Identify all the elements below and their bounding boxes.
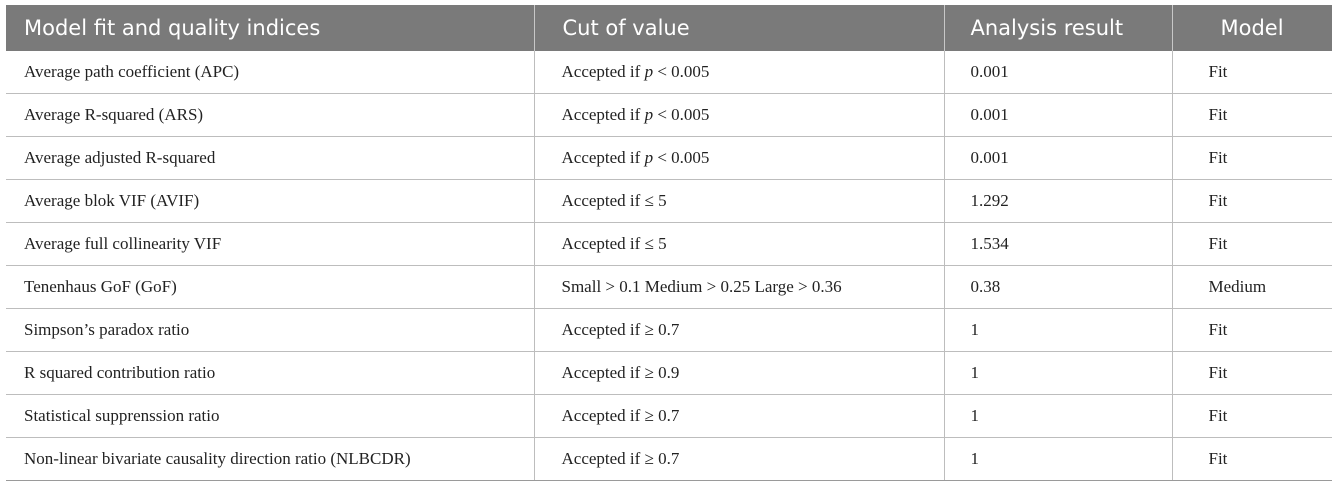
index-cell: Average path coefficient (APC) [6, 51, 535, 94]
result-cell: 0.38 [944, 265, 1173, 309]
cutoff-cell: Accepted if ≤ 5 [534, 179, 945, 223]
table-row: Average R-squared (ARS) Accepted if p < … [6, 93, 1332, 137]
cutoff-cell: Accepted if p < 0.005 [534, 93, 945, 137]
result-cell: 0.001 [944, 51, 1173, 94]
cutoff-cell: Accepted if p < 0.005 [534, 51, 945, 94]
table-body: Average path coefficient (APC) Accepted … [6, 51, 1332, 481]
table-row: Average full collinearity VIF Accepted i… [6, 222, 1332, 266]
header-cut-off: Cut of value [534, 5, 945, 51]
table-row: Simpson’s paradox ratio Accepted if ≥ 0.… [6, 308, 1332, 352]
result-cell: 0.001 [944, 136, 1173, 180]
result-cell: 1 [944, 437, 1173, 481]
index-cell: Simpson’s paradox ratio [6, 308, 535, 352]
table-row: Statistical supprenssion ratio Accepted … [6, 394, 1332, 438]
index-cell: Non-linear bivariate causality direction… [6, 437, 535, 481]
model-cell: Fit [1172, 222, 1332, 266]
cutoff-cell: Accepted if ≤ 5 [534, 222, 945, 266]
model-cell: Fit [1172, 51, 1332, 94]
model-cell: Fit [1172, 308, 1332, 352]
table-row: Average blok VIF (AVIF) Accepted if ≤ 5 … [6, 179, 1332, 223]
header-analysis-result: Analysis result [944, 5, 1173, 51]
model-cell: Fit [1172, 93, 1332, 137]
table-header: Model fit and quality indices Cut of val… [6, 5, 1332, 51]
table-row: Non-linear bivariate causality direction… [6, 437, 1332, 481]
index-cell: Average blok VIF (AVIF) [6, 179, 535, 223]
model-cell: Fit [1172, 179, 1332, 223]
index-cell: Tenenhaus GoF (GoF) [6, 265, 535, 309]
model-cell: Fit [1172, 351, 1332, 395]
header-row: Model fit and quality indices Cut of val… [6, 5, 1332, 51]
model-cell: Fit [1172, 394, 1332, 438]
cutoff-cell: Accepted if ≥ 0.9 [534, 351, 945, 395]
index-cell: Average full collinearity VIF [6, 222, 535, 266]
table-row: Average path coefficient (APC) Accepted … [6, 51, 1332, 94]
header-model: Model [1172, 5, 1332, 51]
index-cell: R squared contribution ratio [6, 351, 535, 395]
table-row: Tenenhaus GoF (GoF) Small > 0.1 Medium >… [6, 265, 1332, 309]
result-cell: 1.534 [944, 222, 1173, 266]
table-row: Average adjusted R-squared Accepted if p… [6, 136, 1332, 180]
cutoff-cell: Accepted if ≥ 0.7 [534, 437, 945, 481]
index-cell: Average R-squared (ARS) [6, 93, 535, 137]
table-row: R squared contribution ratio Accepted if… [6, 351, 1332, 395]
cutoff-cell: Accepted if ≥ 0.7 [534, 394, 945, 438]
result-cell: 0.001 [944, 93, 1173, 137]
model-cell: Fit [1172, 136, 1332, 180]
model-cell: Fit [1172, 437, 1332, 481]
result-cell: 1.292 [944, 179, 1173, 223]
cutoff-cell: Accepted if ≥ 0.7 [534, 308, 945, 352]
model-fit-table: Model fit and quality indices Cut of val… [6, 5, 1332, 481]
header-indices: Model fit and quality indices [6, 5, 535, 51]
result-cell: 1 [944, 351, 1173, 395]
index-cell: Average adjusted R-squared [6, 136, 535, 180]
model-cell: Medium [1172, 265, 1332, 309]
result-cell: 1 [944, 308, 1173, 352]
result-cell: 1 [944, 394, 1173, 438]
cutoff-cell: Accepted if p < 0.005 [534, 136, 945, 180]
index-cell: Statistical supprenssion ratio [6, 394, 535, 438]
cutoff-cell: Small > 0.1 Medium > 0.25 Large > 0.36 [534, 265, 945, 309]
